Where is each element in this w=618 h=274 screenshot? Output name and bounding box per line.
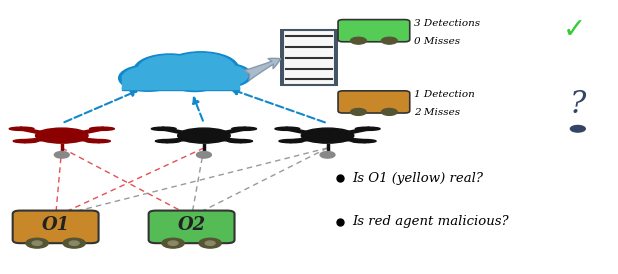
- Text: O2: O2: [177, 216, 206, 234]
- FancyBboxPatch shape: [12, 210, 99, 243]
- Circle shape: [167, 67, 222, 92]
- Circle shape: [171, 69, 218, 90]
- Text: 0 Misses: 0 Misses: [414, 37, 460, 45]
- Bar: [122, 87, 239, 90]
- Text: 3 Detections: 3 Detections: [414, 19, 480, 28]
- Ellipse shape: [227, 139, 253, 143]
- Circle shape: [134, 54, 206, 86]
- Circle shape: [26, 238, 48, 248]
- Circle shape: [197, 152, 211, 158]
- FancyBboxPatch shape: [283, 30, 335, 85]
- Circle shape: [162, 238, 184, 248]
- Text: Is red agent malicious?: Is red agent malicious?: [352, 215, 509, 229]
- FancyBboxPatch shape: [338, 20, 410, 42]
- Circle shape: [119, 65, 178, 91]
- Circle shape: [69, 241, 79, 246]
- Circle shape: [199, 238, 221, 248]
- Ellipse shape: [302, 128, 353, 143]
- Circle shape: [32, 241, 42, 246]
- Text: Is O1 (yellow) real?: Is O1 (yellow) real?: [352, 172, 483, 185]
- FancyBboxPatch shape: [148, 210, 235, 243]
- Ellipse shape: [178, 128, 230, 143]
- Text: 1 Detection: 1 Detection: [414, 90, 475, 99]
- Circle shape: [201, 65, 248, 86]
- Ellipse shape: [9, 127, 34, 130]
- Ellipse shape: [355, 127, 380, 130]
- Text: 2 Misses: 2 Misses: [414, 108, 460, 117]
- Circle shape: [350, 37, 366, 44]
- Circle shape: [168, 241, 178, 246]
- Circle shape: [167, 53, 235, 84]
- Text: O1: O1: [41, 216, 70, 234]
- Circle shape: [122, 67, 174, 90]
- Ellipse shape: [14, 139, 38, 143]
- Circle shape: [381, 108, 397, 116]
- Ellipse shape: [85, 139, 111, 143]
- Circle shape: [350, 108, 366, 116]
- Circle shape: [381, 37, 397, 44]
- Ellipse shape: [156, 139, 180, 143]
- Ellipse shape: [90, 127, 114, 130]
- FancyBboxPatch shape: [281, 29, 337, 86]
- Circle shape: [197, 63, 252, 87]
- Ellipse shape: [151, 127, 176, 130]
- Text: ✓: ✓: [563, 16, 586, 44]
- Circle shape: [570, 125, 585, 132]
- Bar: [122, 75, 239, 89]
- Circle shape: [54, 152, 69, 158]
- Circle shape: [320, 152, 335, 158]
- Ellipse shape: [279, 139, 304, 143]
- Text: ?: ?: [570, 89, 586, 120]
- Ellipse shape: [232, 127, 256, 130]
- Ellipse shape: [352, 139, 376, 143]
- Ellipse shape: [275, 127, 300, 130]
- Circle shape: [138, 56, 202, 84]
- Circle shape: [205, 241, 215, 246]
- FancyBboxPatch shape: [338, 91, 410, 113]
- Circle shape: [63, 238, 85, 248]
- Circle shape: [163, 52, 239, 85]
- Ellipse shape: [35, 128, 88, 143]
